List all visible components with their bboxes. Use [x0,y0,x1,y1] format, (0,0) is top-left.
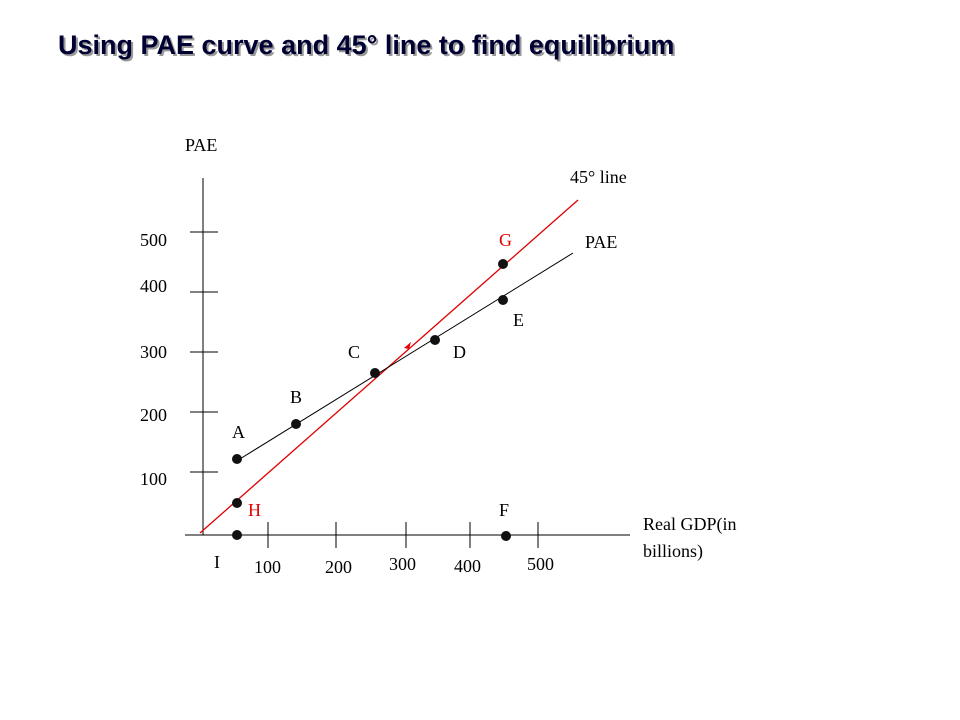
pae-line [234,252,574,463]
point-label: G [499,230,512,250]
point-label: D [453,342,466,362]
x-tick-label: 100 [254,557,281,577]
x-axis-label: Real GDP(in [643,514,737,535]
x-tick-label: 400 [454,556,481,576]
line-label: 45° line [570,167,627,187]
y-tick-label: 300 [140,342,167,362]
point-label: F [499,500,509,520]
arrow [404,342,411,349]
point [232,498,242,508]
point [430,335,440,345]
y-tick-label: 500 [140,230,167,250]
points [232,259,511,541]
point-label: B [290,387,302,407]
x-axis-label: billions) [643,541,703,562]
point-label: A [232,422,245,442]
point [498,295,508,305]
point-label: E [513,310,524,330]
point [501,531,511,541]
point [370,368,380,378]
point-label: I [214,552,220,572]
point [291,419,301,429]
point-label: C [348,342,360,362]
y-tick-label: 200 [140,405,167,425]
point [232,530,242,540]
x-tick-label: 300 [389,554,416,574]
y-tick-label: 100 [140,469,167,489]
x-tick-label: 200 [325,557,352,577]
point [498,259,508,269]
y-tick-label: 400 [140,276,167,296]
y-axis-label: PAE [185,135,217,155]
point [232,454,242,464]
line-label: PAE [585,232,617,252]
title: Using PAE curve and 45° line to find equ… [58,30,674,60]
title-shadow: Using PAE curve and 45° line to find equ… [60,32,676,62]
point-label: H [248,500,261,520]
x-tick-label: 500 [527,554,554,574]
axes [185,178,630,548]
